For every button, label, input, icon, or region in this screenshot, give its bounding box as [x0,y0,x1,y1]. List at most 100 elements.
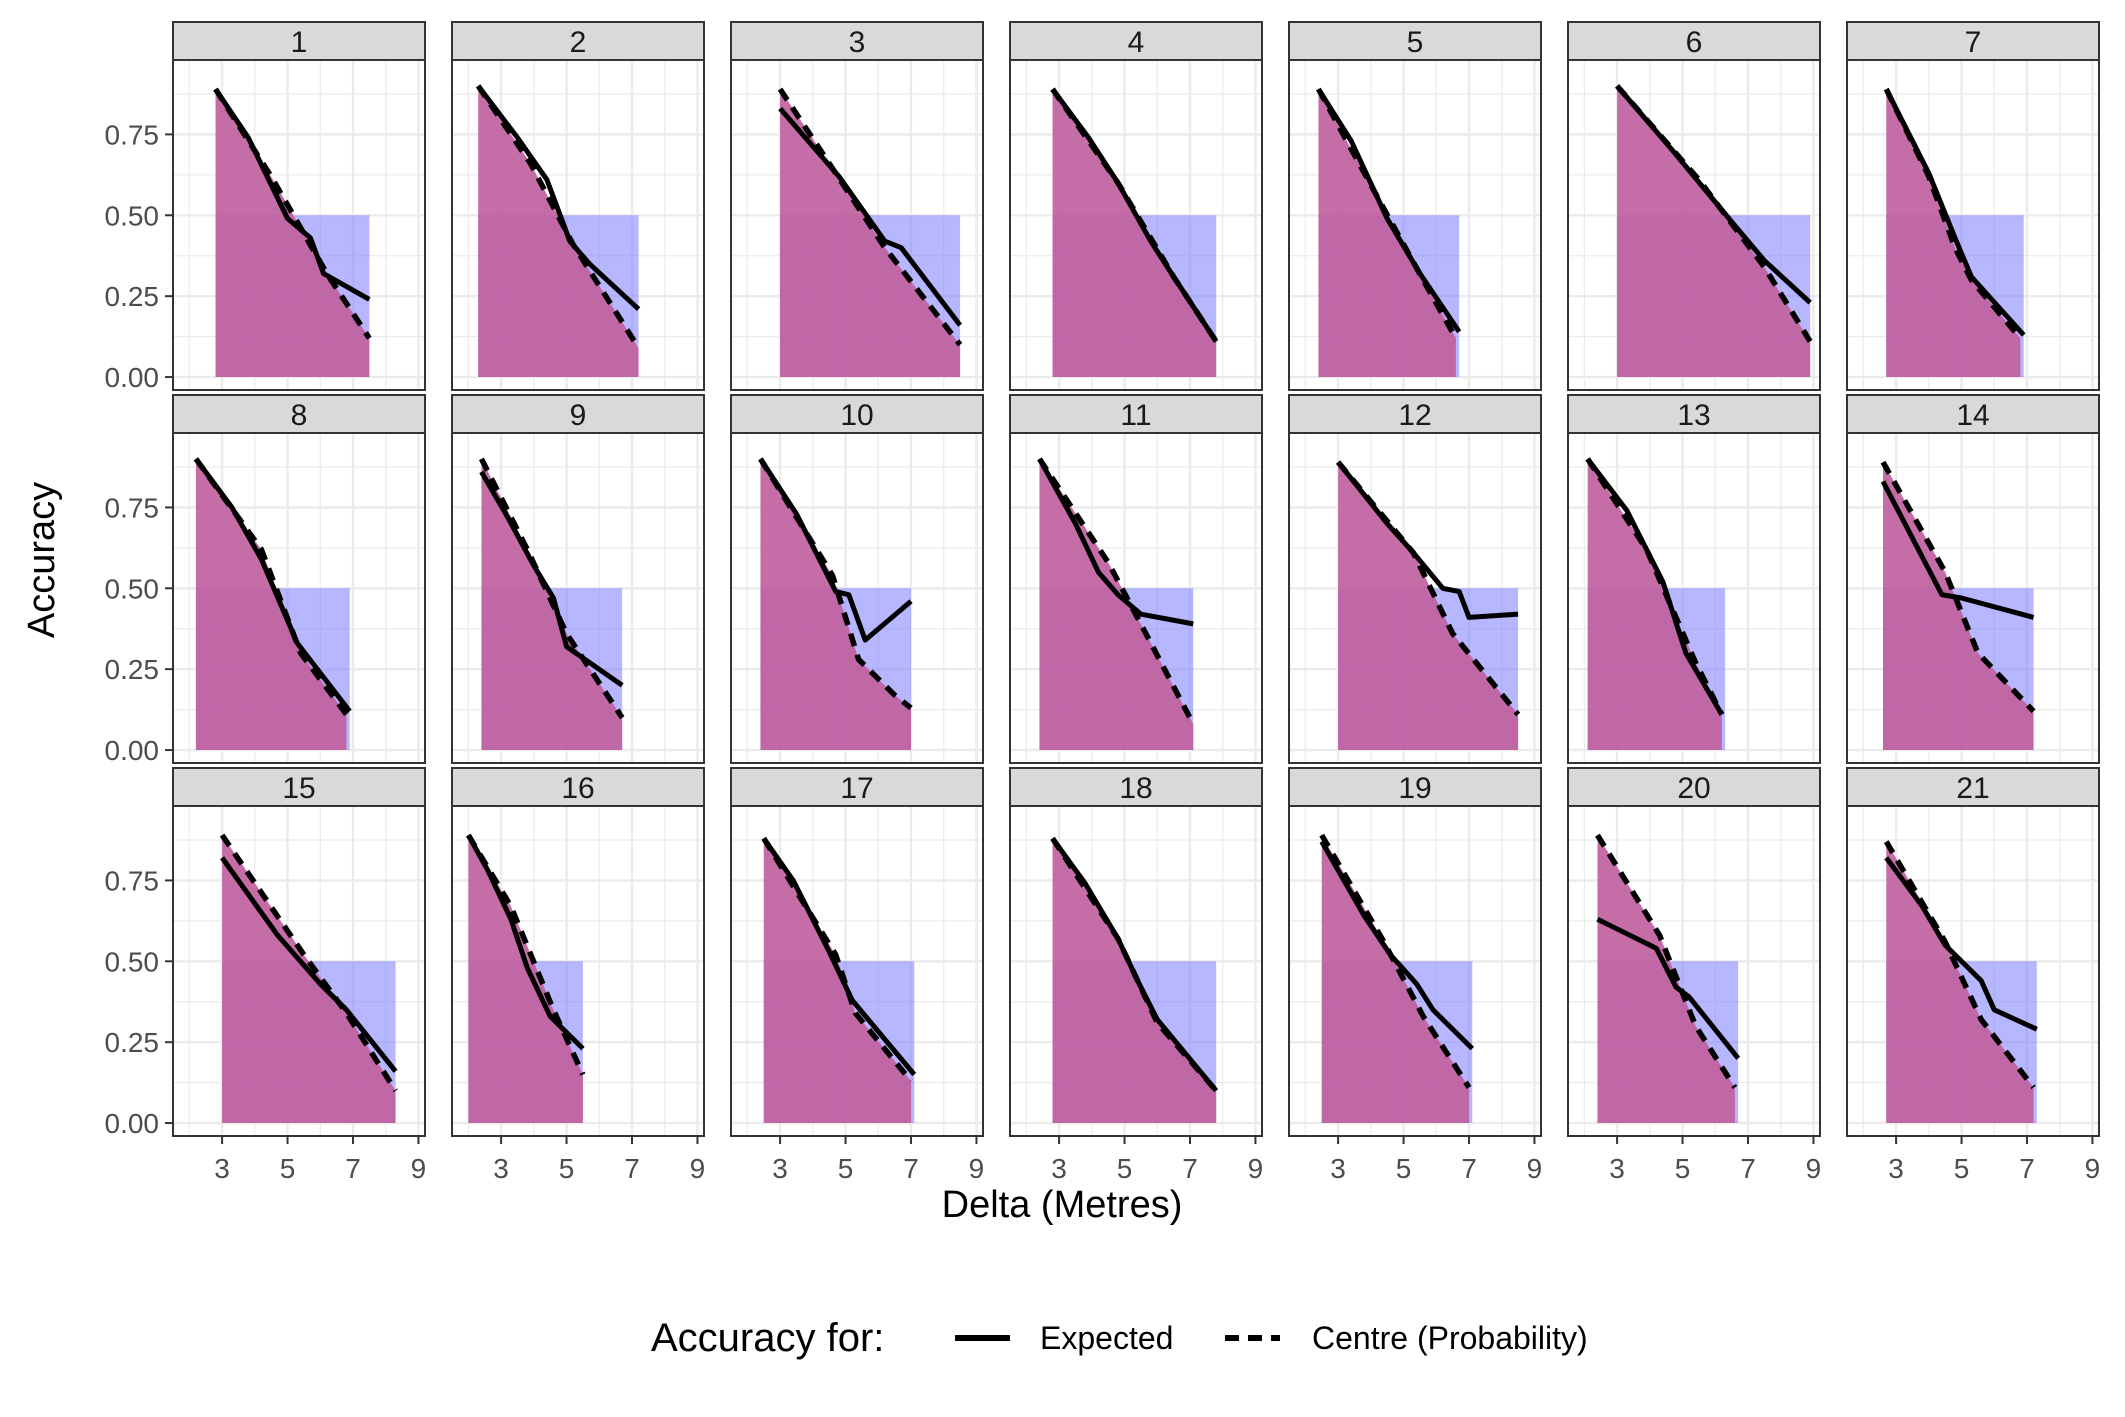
area-pink [1338,462,1519,751]
x-tick-label: 9 [1527,1153,1543,1184]
strip-background [1288,767,1542,807]
x-tick-label: 5 [1954,1153,1970,1184]
strip-background [451,394,705,434]
strip-label: 14 [1956,399,1989,432]
facet-panel-2: 2 [451,21,705,391]
line-expected [1050,87,1219,343]
line-expected [778,106,963,327]
y-tick-label: 0.00 [105,735,160,766]
strip-label: 16 [561,772,594,805]
legend: Accuracy for: Expected Centre (Probabili… [651,1316,1588,1360]
facet-panel-13: 13 [1567,394,1821,764]
x-tick-label: 7 [624,1153,640,1184]
area-pink [195,458,347,751]
x-tick-label: 7 [2019,1153,2035,1184]
strip-label: 15 [282,772,315,805]
line-expected [1880,480,2035,620]
line-centre [475,84,641,350]
x-tick-label: 5 [280,1153,296,1184]
facet-panel-1: 1 0.00 0.25 0.50 0.75 [105,21,426,393]
area-pink [1052,838,1217,1124]
strip-label: 21 [1956,772,1989,805]
strip-background [1846,767,2100,807]
x-tick-label: 5 [838,1153,854,1184]
x-tick-label: 3 [214,1153,230,1184]
line-expected [193,457,352,713]
area-pink [1617,85,1811,378]
panels-layer: 1 0.00 0.25 0.50 0.75 2 3 4 5 6 7 8 0.00 0.25 0.50 0.75… [105,21,2100,1184]
x-tick-label: 3 [1609,1153,1625,1184]
line-expected [466,833,585,1051]
strip-label: 1 [291,26,308,59]
line-expected [1884,87,2026,337]
facet-panel-21: 21 3 5 7 9 [1846,767,2100,1184]
strip-background [1288,394,1542,434]
facet-panel-15: 15 0.00 0.25 0.50 0.75 3 5 7 9 [105,767,426,1184]
line-expected [1585,457,1724,716]
line-centre [479,457,625,720]
line-expected [1050,836,1219,1093]
x-tick-label: 5 [1117,1153,1133,1184]
x-tick-label: 5 [1675,1153,1691,1184]
strip-label: 9 [570,399,587,432]
line-centre [1595,833,1738,1089]
facet-panel-19: 19 3 5 7 9 [1288,767,1543,1184]
area-pink [468,835,583,1124]
y-tick-label: 0.75 [105,119,160,150]
strip-label: 11 [1120,399,1151,432]
facet-panel-16: 16 3 5 7 9 [451,767,705,1184]
line-centre [1880,460,2036,714]
area-pink [763,838,911,1124]
line-expected [213,87,371,302]
x-tick-label: 3 [772,1153,788,1184]
strip-background [730,767,984,807]
strip-background [1009,21,1263,61]
strip-label: 4 [1128,26,1145,59]
x-tick-label: 7 [345,1153,361,1184]
legend-title: Accuracy for: [651,1316,884,1360]
strip-background [172,394,426,434]
strip-label: 8 [291,399,308,432]
line-expected [1319,840,1475,1051]
line-expected [758,457,913,643]
strip-label: 6 [1686,26,1703,59]
line-expected [479,470,624,688]
strip-background [172,767,426,807]
facet-panel-7: 7 [1846,21,2100,391]
line-expected [1037,457,1194,627]
x-tick-label: 7 [903,1153,919,1184]
x-tick-label: 3 [1051,1153,1067,1184]
area-pink [1597,835,1735,1124]
strip-background [451,21,705,61]
x-tick-label: 7 [1461,1153,1477,1184]
strip-label: 7 [1965,26,1982,59]
strip-label: 13 [1677,399,1710,432]
strip-background [451,767,705,807]
line-expected [1884,856,2038,1032]
facet-panel-11: 11 [1009,394,1263,764]
x-tick-label: 7 [1740,1153,1756,1184]
area-pink [1587,458,1722,751]
strip-background [730,21,984,61]
line-expected [220,856,398,1073]
facet-panel-14: 14 [1846,394,2100,764]
x-tick-label: 9 [1806,1153,1822,1184]
y-tick-label: 0.75 [105,865,160,896]
line-expected [476,84,641,311]
strip-background [1846,394,2100,434]
strip-background [1567,394,1821,434]
y-tick-label: 0.00 [105,362,160,393]
line-expected [1615,84,1812,305]
line-centre [1585,457,1725,716]
line-expected [1596,916,1741,1060]
strip-background [1288,21,1542,61]
strip-label: 12 [1398,399,1431,432]
y-tick-label: 0.75 [105,492,160,523]
strip-label: 17 [840,772,873,805]
strip-label: 2 [570,26,587,59]
strip-background [1009,394,1263,434]
strip-background [730,394,984,434]
facet-panel-5: 5 [1288,21,1542,391]
x-tick-label: 9 [1248,1153,1264,1184]
